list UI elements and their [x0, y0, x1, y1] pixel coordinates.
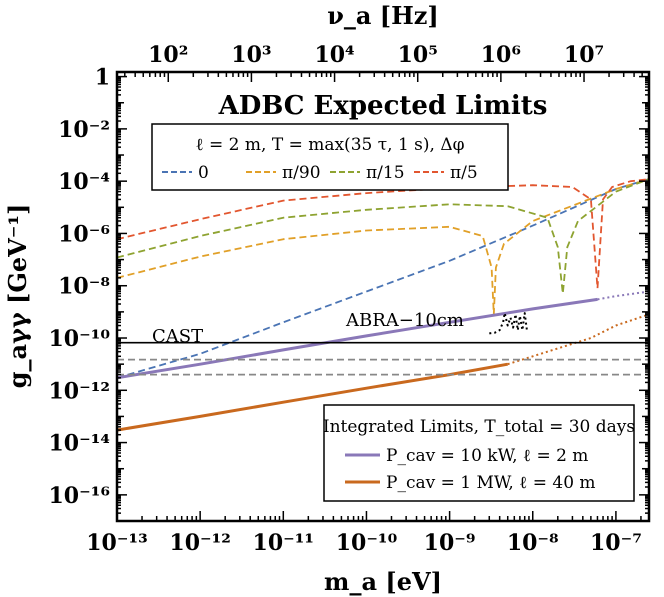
x-tick-label: 10⁻⁸: [507, 530, 559, 556]
legend-expected: ℓ = 2 m, T = max(35 τ, 1 s), Δφ 0 π/90 π/1…: [151, 123, 509, 191]
legend-expected-box: [151, 123, 509, 191]
x-tick-label: 10⁻¹²: [169, 530, 231, 556]
y-tick-label: 10⁻¹⁴: [49, 431, 111, 457]
y-tick-label: 10⁻⁸: [58, 274, 110, 300]
series-layer: [116, 178, 650, 432]
y-tick-label: 10⁻¹⁶: [49, 483, 111, 509]
legend-entry-label: 0: [198, 163, 209, 183]
series-line-3: [116, 178, 650, 290]
y-tick-label: 1: [95, 65, 110, 91]
legend-entry-label: π/90: [282, 163, 321, 183]
top-axis-title: ν_a [Hz]: [327, 1, 439, 30]
series-line-6: [116, 362, 508, 432]
legend-integrated-box: [323, 404, 635, 502]
x-tick-label: 10⁻¹¹: [253, 530, 315, 556]
tick-layer: 10⁻¹³ 10⁻¹² 10⁻¹¹ 10⁻¹⁰ 10⁻⁹ 10⁻⁸ 10⁻⁷ 1 10⁻² 10⁻…: [49, 42, 650, 556]
x-tick-label: 10⁻⁷: [590, 530, 642, 556]
legend-entry-label: P_cav = 1 MW, ℓ = 40 m: [386, 473, 596, 493]
legend-integrated-title: Integrated Limits, T_total = 30 days: [323, 417, 635, 437]
x-tick-label: 10⁻¹³: [86, 530, 148, 556]
legend-entry-label: π/15: [366, 163, 405, 183]
y-tick-label: 10⁻²: [58, 117, 110, 143]
y-tick-label: 10⁻¹²: [49, 378, 111, 404]
series-line-0: [116, 178, 650, 379]
y-axis-title: g_aγγ [GeV⁻¹]: [3, 204, 32, 389]
top-tick-label: 10⁵: [398, 42, 438, 68]
x-tick-label: 10⁻⁹: [424, 530, 476, 556]
series-line-7: [507, 313, 650, 366]
series-line-5: [597, 290, 650, 301]
legend-integrated: Integrated Limits, T_total = 30 days P_c…: [323, 404, 635, 502]
top-tick-label: 10²: [148, 42, 188, 68]
series-line-2: [116, 178, 650, 295]
legend-entry-label: P_cav = 10 kW, ℓ = 2 m: [386, 446, 588, 466]
annotation-cast: CAST: [152, 326, 203, 347]
top-tick-label: 10³: [231, 42, 271, 68]
top-tick-label: 10⁷: [564, 42, 604, 68]
legend-integrated-entries: P_cav = 10 kW, ℓ = 2 m P_cav = 1 MW, ℓ = …: [345, 446, 596, 493]
top-tick-label: 10⁴: [314, 42, 354, 68]
y-tick-label: 10⁻⁶: [58, 221, 110, 247]
series-line-4: [116, 297, 598, 380]
x-tick-label: 10⁻¹⁰: [336, 530, 398, 556]
series-line-8: [489, 312, 528, 335]
legend-expected-entries: 0 π/90 π/15 π/5: [162, 163, 478, 183]
legend-entry-label: π/5: [450, 163, 478, 183]
chart-title: ADBC Expected Limits: [218, 91, 548, 121]
series-line-1: [116, 178, 650, 316]
x-axis-title: m_a [eV]: [324, 567, 442, 596]
y-tick-label: 10⁻¹⁰: [49, 326, 111, 352]
legend-expected-title: ℓ = 2 m, T = max(35 τ, 1 s), Δφ: [195, 135, 464, 155]
top-tick-label: 10⁶: [481, 42, 521, 68]
y-tick-label: 10⁻⁴: [58, 169, 110, 195]
annotation-abra: ABRA−10cm: [345, 310, 464, 331]
